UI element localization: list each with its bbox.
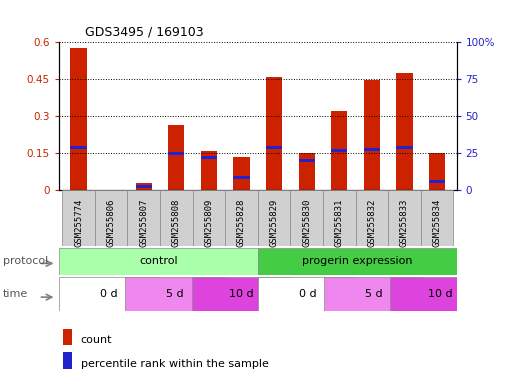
Text: count: count [81, 335, 112, 345]
Bar [356, 190, 388, 246]
Bar [62, 190, 95, 246]
Text: GSM255829: GSM255829 [269, 199, 279, 247]
Text: GSM255809: GSM255809 [204, 199, 213, 247]
Bar [135, 185, 152, 188]
Bar [299, 152, 315, 190]
Text: 10 d: 10 d [229, 289, 253, 299]
Text: 0 d: 0 d [299, 289, 317, 299]
Bar [127, 190, 160, 246]
Text: GSM255808: GSM255808 [172, 199, 181, 247]
Text: 10 d: 10 d [428, 289, 452, 299]
Text: time: time [3, 289, 28, 299]
Bar [258, 277, 357, 311]
Bar [233, 157, 250, 190]
Bar [258, 248, 457, 275]
Text: progerin expression: progerin expression [302, 256, 412, 266]
Bar [201, 156, 217, 159]
Bar [290, 190, 323, 246]
Bar [168, 125, 185, 190]
Text: GSM255774: GSM255774 [74, 199, 83, 247]
Bar [135, 183, 152, 190]
Bar [429, 180, 445, 184]
Bar [390, 277, 490, 311]
Text: 0 d: 0 d [100, 289, 117, 299]
Text: control: control [139, 256, 177, 266]
Text: GSM255806: GSM255806 [107, 199, 115, 247]
Bar [364, 148, 380, 151]
Bar [63, 329, 72, 345]
Bar [364, 80, 380, 190]
Text: 5 d: 5 d [365, 289, 383, 299]
Text: protocol: protocol [3, 256, 48, 266]
Bar [331, 111, 347, 190]
Bar [95, 190, 127, 246]
Bar [258, 190, 290, 246]
Bar [168, 152, 185, 155]
Text: GSM255833: GSM255833 [400, 199, 409, 247]
Bar [191, 277, 291, 311]
Bar [160, 190, 192, 246]
Bar [396, 73, 412, 190]
Bar [192, 190, 225, 246]
Text: GSM255831: GSM255831 [335, 199, 344, 247]
Bar [125, 277, 225, 311]
Bar [331, 149, 347, 152]
Bar [421, 190, 453, 246]
Bar [233, 176, 250, 179]
Text: GDS3495 / 169103: GDS3495 / 169103 [85, 25, 203, 38]
Text: GSM255832: GSM255832 [367, 199, 377, 247]
Bar [201, 151, 217, 190]
Text: GSM255828: GSM255828 [237, 199, 246, 247]
Bar [396, 146, 412, 149]
Bar [70, 146, 87, 149]
Bar [429, 152, 445, 190]
Bar [70, 48, 87, 190]
Text: 5 d: 5 d [166, 289, 184, 299]
Text: GSM255830: GSM255830 [302, 199, 311, 247]
Text: percentile rank within the sample: percentile rank within the sample [81, 359, 269, 369]
Bar [324, 277, 423, 311]
Bar [63, 353, 72, 369]
Bar [388, 190, 421, 246]
Bar [225, 190, 258, 246]
Bar [266, 146, 282, 149]
Bar [59, 277, 159, 311]
Bar [59, 248, 258, 275]
Bar [323, 190, 356, 246]
Bar [299, 159, 315, 162]
Bar [266, 77, 282, 190]
Text: GSM255807: GSM255807 [139, 199, 148, 247]
Text: GSM255834: GSM255834 [432, 199, 442, 247]
